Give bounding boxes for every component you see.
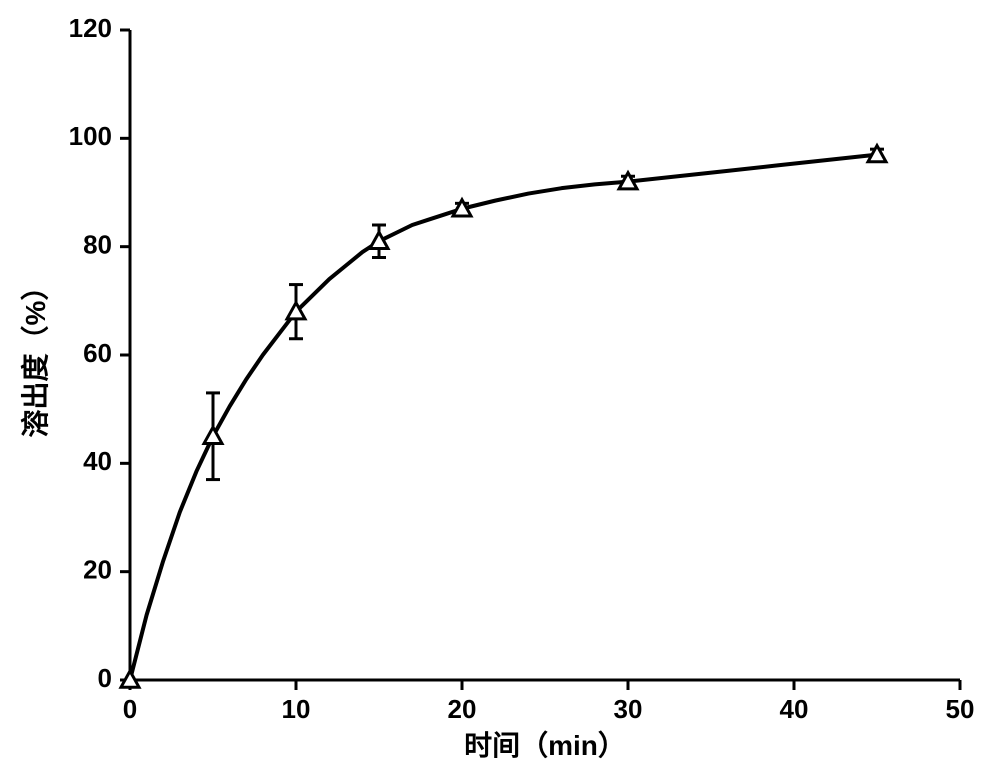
chart-container: 0 20 40 60 80 100 120 0 10 20 30 40 50 时间（min） 溶出度（%） [0, 0, 1000, 777]
x-tick-label: 30 [614, 694, 643, 724]
y-tick-label: 0 [98, 663, 112, 693]
x-axis-label: 时间（min） [464, 729, 626, 761]
x-tick-label: 20 [448, 694, 477, 724]
x-tick-label: 0 [123, 694, 137, 724]
y-tick-label: 80 [83, 230, 112, 260]
x-tick-label: 50 [946, 694, 975, 724]
y-tick-label: 120 [69, 13, 112, 43]
x-tick-label: 10 [282, 694, 311, 724]
y-tick-label: 40 [83, 446, 112, 476]
y-tick-label: 60 [83, 338, 112, 368]
x-tick-label: 40 [780, 694, 809, 724]
y-axis-label: 溶出度（%） [19, 273, 51, 438]
y-tick-label: 100 [69, 121, 112, 151]
dissolution-chart: 0 20 40 60 80 100 120 0 10 20 30 40 50 时间（min） 溶出度（%） [0, 0, 1000, 777]
y-tick-label: 20 [83, 555, 112, 585]
